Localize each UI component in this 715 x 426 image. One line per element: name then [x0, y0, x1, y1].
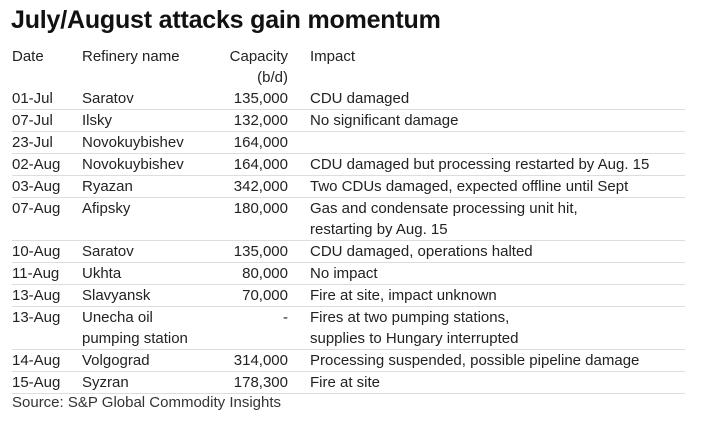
cell-date: 13-Aug — [12, 309, 61, 326]
cell-date: 07-Aug — [12, 200, 61, 217]
refinery-attacks-table: Date Refinery name Capacity (b/d) Impact … — [12, 46, 685, 394]
cell-date: 10-Aug — [12, 243, 61, 260]
cell-impact: CDU damaged — [310, 90, 410, 107]
table-row: 11-Aug Ukhta 80,000 No impact — [12, 263, 685, 285]
cell-impact: No impact — [310, 265, 378, 282]
cell-date: 11-Aug — [12, 265, 60, 282]
page-title: July/August attacks gain momentum — [11, 6, 441, 34]
cell-refinery-name: Volgograd — [82, 352, 150, 369]
cell-capacity: 164,000 — [233, 134, 288, 151]
cell-impact: Fires at two pumping stations, supplies t… — [310, 309, 519, 347]
cell-capacity: 314,000 — [233, 352, 288, 369]
table-row: 07-Aug Afipsky 180,000 Gas and condensate p… — [12, 198, 685, 241]
cell-refinery-name: Novokuybishev — [82, 156, 184, 173]
cell-date: 23-Jul — [12, 134, 53, 151]
table-row: 23-Jul Novokuybishev 164,000 — [12, 132, 685, 154]
cell-date: 03-Aug — [12, 178, 61, 195]
cell-capacity: 132,000 — [233, 112, 288, 129]
cell-capacity: 180,000 — [233, 200, 288, 217]
table-row: 03-Aug Ryazan 342,000 Two CDUs damaged, exp… — [12, 176, 685, 198]
cell-impact: Fire at site, impact unknown — [310, 287, 497, 304]
source-note: Source: S&P Global Commodity Insights — [12, 394, 282, 411]
cell-capacity: 70,000 — [242, 287, 288, 304]
cell-capacity: 135,000 — [233, 243, 288, 260]
cell-impact: CDU damaged but processing restarted by … — [310, 156, 650, 173]
cell-refinery-name: Afipsky — [82, 200, 131, 217]
cell-date: 01-Jul — [12, 90, 53, 107]
cell-impact: No significant damage — [310, 112, 459, 129]
cell-capacity: 164,000 — [233, 156, 288, 173]
cell-date: 14-Aug — [12, 352, 61, 369]
cell-refinery-name: Slavyansk — [82, 287, 151, 304]
header-impact: Impact — [310, 48, 356, 65]
cell-refinery-name: Ryazan — [82, 178, 133, 195]
cell-impact: Gas and condensate processing unit hit, r… — [310, 200, 578, 238]
cell-impact: Fire at site — [310, 374, 381, 391]
table-row: 07-Jul Ilsky 132,000 No significant damage — [12, 110, 685, 132]
table-row: 13-Aug Slavyansk 70,000 Fire at site, impac… — [12, 285, 685, 307]
cell-impact — [288, 132, 685, 154]
table-row: 14-Aug Volgograd 314,000 Processing suspend… — [12, 350, 685, 372]
cell-refinery-name: Syzran — [82, 374, 129, 391]
cell-refinery-name: Saratov — [82, 243, 134, 260]
cell-refinery-name: Ukhta — [82, 265, 122, 282]
table-row: 10-Aug Saratov 135,000 CDU damaged, operati… — [12, 241, 685, 263]
cell-refinery-name: Novokuybishev — [82, 134, 184, 151]
table-row: 13-Aug Unecha oil pumping station - Fires at… — [12, 307, 685, 350]
cell-capacity: 135,000 — [233, 90, 288, 107]
table-row: 15-Aug Syzran 178,300 Fire at site — [12, 372, 685, 394]
table-header-row: Date Refinery name Capacity (b/d) Impact — [12, 46, 685, 88]
cell-capacity: 342,000 — [233, 178, 288, 195]
cell-impact: CDU damaged, operations halted — [310, 243, 533, 260]
cell-impact: Processing suspended, possible pipeline … — [310, 352, 640, 369]
cell-date: 07-Jul — [12, 112, 53, 129]
cell-capacity: - — [283, 309, 288, 326]
cell-refinery-name: Saratov — [82, 90, 134, 107]
cell-impact: Two CDUs damaged, expected offline until… — [310, 178, 629, 195]
cell-refinery-name: Ilsky — [82, 112, 112, 129]
cell-capacity: 80,000 — [242, 265, 288, 282]
cell-refinery-name: Unecha oil pumping station — [82, 309, 188, 347]
table-row: 01-Jul Saratov 135,000 CDU damaged — [12, 88, 685, 110]
header-name: Refinery name — [82, 48, 180, 65]
cell-capacity: 178,300 — [233, 374, 288, 391]
table-row: 02-Aug Novokuybishev 164,000 CDU damaged bu… — [12, 154, 685, 176]
cell-date: 02-Aug — [12, 156, 61, 173]
cell-date: 13-Aug — [12, 287, 61, 304]
cell-date: 15-Aug — [12, 374, 61, 391]
header-date: Date — [12, 48, 44, 65]
header-capacity: Capacity (b/d) — [229, 48, 288, 86]
